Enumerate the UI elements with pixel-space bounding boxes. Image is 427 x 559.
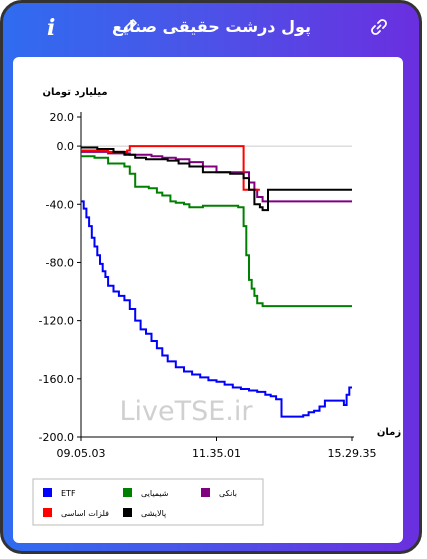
legend-swatch [201, 488, 210, 497]
series-line-4 [81, 146, 352, 212]
card-header: i پول درشت حقیقی صنایع [3, 3, 419, 57]
legend-swatch [123, 488, 132, 497]
info-icon[interactable]: i [47, 15, 56, 41]
series-line-1 [81, 155, 352, 308]
y-tick-label: 0.0 [57, 140, 75, 153]
y-tick-label: 20.0 [50, 111, 75, 124]
y-tick-label: -200.0 [39, 431, 74, 444]
legend-label: شیمیایی [141, 489, 169, 498]
y-axis-title: میلیارد تومان [42, 87, 107, 98]
legend-label: بانکی [219, 489, 237, 498]
line-chart: 20.0 0.0 -40.0 -80.0 -120.0 -160.0 -200.0 09.05… [32, 87, 401, 526]
legend-swatch [43, 508, 52, 517]
y-tick-label: -120.0 [39, 315, 74, 328]
chart-card: i پول درشت حقیقی صنایع 20.0 0.0 -40.0 -80.0… [0, 0, 422, 554]
x-tick-label: 09.05.03 [57, 447, 106, 460]
x-axis-title: زمان [377, 427, 401, 438]
series-line-2 [81, 150, 352, 203]
y-tick-label: -80.0 [46, 256, 74, 269]
y-tick-label: -160.0 [39, 373, 74, 386]
page-title: پول درشت حقیقی صنایع [112, 17, 311, 36]
watermark: LiveTSE.ir [119, 396, 253, 427]
legend-swatch [123, 508, 132, 517]
y-tick-label: -40.0 [46, 198, 74, 211]
series-line-0 [81, 200, 352, 418]
legend-label: فلزات اساسی [61, 509, 109, 518]
series-line-3 [81, 145, 260, 191]
legend-box [32, 478, 264, 526]
x-tick-label: 11.35.01 [192, 447, 241, 460]
legend-swatch [43, 488, 52, 497]
chart-panel: 20.0 0.0 -40.0 -80.0 -120.0 -160.0 -200.0 09.05… [13, 57, 403, 543]
link-icon[interactable] [369, 17, 389, 37]
edit-icon[interactable] [121, 17, 139, 35]
x-tick-label: 15.29.35 [328, 447, 377, 460]
legend-label: ETF [61, 489, 76, 498]
legend-label: پالایشی [141, 509, 166, 518]
